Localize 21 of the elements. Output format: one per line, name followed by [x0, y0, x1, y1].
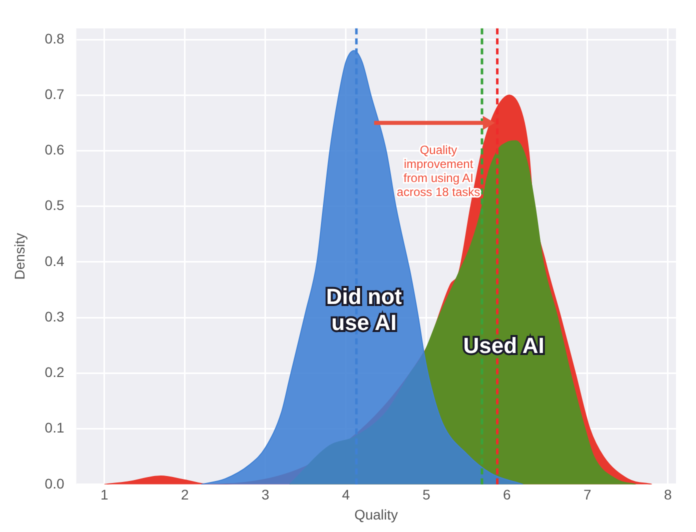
x-tick-label: 1	[100, 486, 109, 503]
y-tick-label: 0.7	[44, 86, 64, 102]
x-tick-label: 4	[342, 486, 350, 503]
y-tick-label: 0.5	[44, 197, 64, 214]
x-tick-label: 8	[664, 486, 672, 503]
series-label: Used AI	[463, 332, 544, 358]
x-tick-label: 7	[584, 486, 592, 503]
x-tick-label: 6	[503, 486, 512, 503]
x-axis-title: Quality	[354, 506, 398, 522]
y-tick-label: 0.2	[44, 364, 64, 380]
x-tick-label: 2	[181, 486, 190, 503]
y-tick-label: 0.1	[44, 420, 64, 436]
x-tick-label: 3	[262, 486, 270, 503]
y-tick-label: 0.8	[44, 30, 64, 46]
y-axis-title: Density	[11, 233, 28, 280]
y-tick-label: 0.0	[44, 475, 64, 492]
series-label: Did not use AI	[326, 284, 403, 335]
y-tick-label: 0.4	[44, 252, 64, 269]
x-tick-label: 5	[422, 486, 431, 503]
y-tick-label: 0.6	[44, 142, 64, 158]
y-tick-label: 0.3	[44, 308, 64, 324]
